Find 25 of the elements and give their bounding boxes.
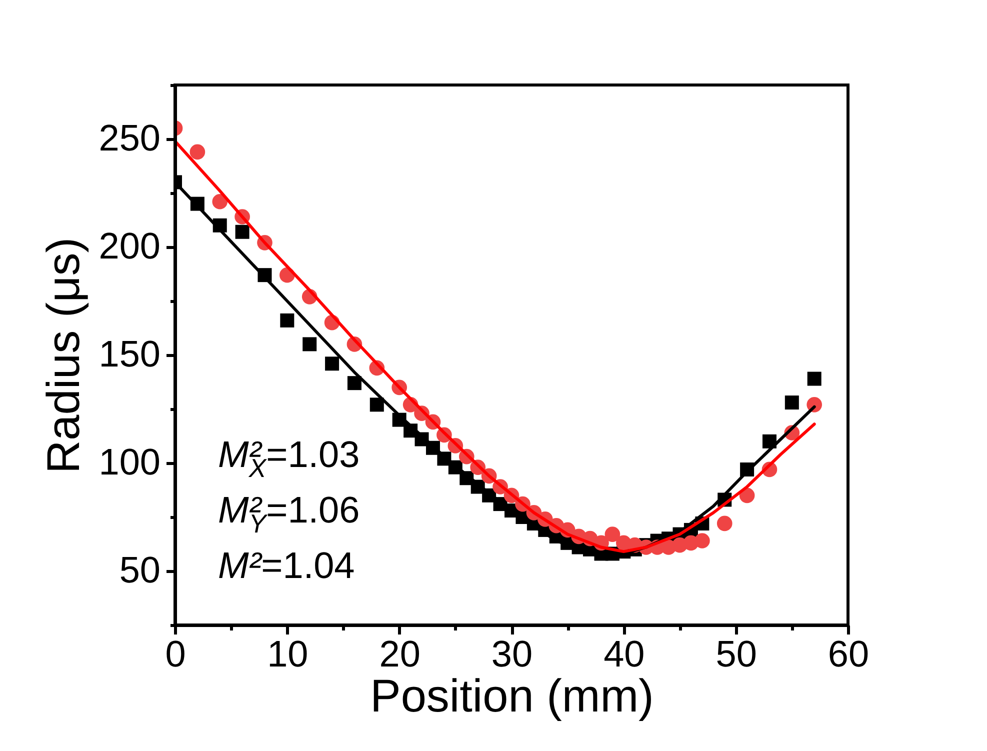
x-tick-label: 60 — [828, 634, 870, 674]
x-tick-label: 50 — [716, 634, 757, 674]
point — [302, 337, 317, 352]
point — [694, 533, 710, 548]
point — [784, 396, 799, 410]
point — [739, 488, 755, 504]
y-axis-title: Radius (μs) — [36, 237, 89, 474]
point — [235, 224, 250, 239]
y-tick-label: 50 — [119, 550, 160, 590]
point — [604, 526, 620, 542]
point — [280, 313, 294, 328]
point — [212, 194, 228, 210]
point — [325, 356, 340, 371]
annotation: M²=1.04 — [218, 545, 355, 586]
y-tick-label: 250 — [98, 118, 160, 158]
x-tick-label: 10 — [267, 634, 308, 674]
point — [347, 376, 362, 390]
y-tick-label: 150 — [98, 334, 160, 374]
y-tick-label: 200 — [98, 226, 160, 266]
point — [190, 144, 206, 160]
point — [370, 398, 384, 412]
x-tick-label: 0 — [165, 634, 186, 674]
point — [716, 516, 732, 532]
y-tick-label: 100 — [98, 442, 160, 482]
point — [807, 372, 822, 386]
